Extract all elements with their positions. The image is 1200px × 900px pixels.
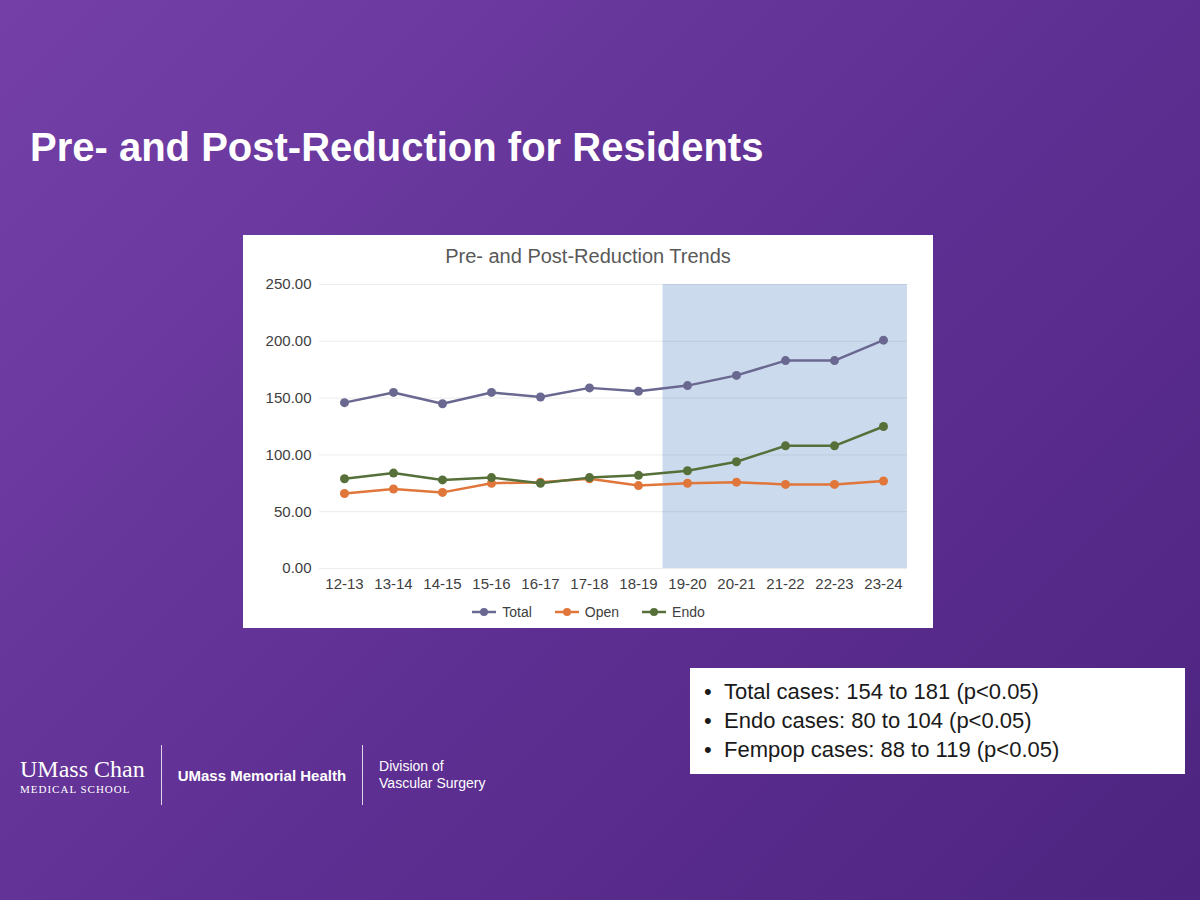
- html-text:Pre- and Post-Reduction Trends: Pre- and Post-Reduction Trends: [445, 245, 731, 267]
- svg-text:150.00: 150.00: [266, 389, 312, 406]
- html-text:Division of Vascular Surgery: Division of Vascular Surgery: [379, 757, 486, 791]
- svg-text:12-13: 12-13: [325, 575, 363, 592]
- svg-text:200.00: 200.00: [266, 332, 312, 349]
- svg-text:22-23: 22-23: [815, 575, 853, 592]
- svg-text:0.00: 0.00: [282, 559, 311, 576]
- html-text:UMass Memorial Health: UMass Memorial Health: [177, 766, 347, 784]
- html-text:Endo cases: 80 to 104 (p<0.05): Endo cases: 80 to 104 (p<0.05): [724, 708, 1032, 733]
- svg-text:21-22: 21-22: [766, 575, 804, 592]
- svg-text:19-20: 19-20: [668, 575, 706, 592]
- svg-text:13-14: 13-14: [374, 575, 412, 592]
- html-text:UMass Chan: UMass Chan: [20, 755, 145, 782]
- svg-text:23-24: 23-24: [864, 575, 902, 592]
- html-text:Endo: Endo: [672, 604, 705, 620]
- svg-text:17-18: 17-18: [570, 575, 608, 592]
- html-text:Fempop cases: 88 to 119 (p<0.0: Fempop cases: 88 to 119 (p<0.05): [724, 737, 1060, 762]
- html-text:Total: Total: [502, 604, 532, 620]
- svg-text:15-16: 15-16: [472, 575, 510, 592]
- html-text:Total cases: 154 to 181 (p<0.0: Total cases: 154 to 181 (p<0.05): [724, 679, 1039, 704]
- html-text:Pre- and Post-Reduction for Re: Pre- and Post-Reduction for Residents: [30, 125, 764, 169]
- svg-text:18-19: 18-19: [619, 575, 657, 592]
- svg-text:16-17: 16-17: [521, 575, 559, 592]
- svg-text:100.00: 100.00: [266, 446, 312, 463]
- svg-text:20-21: 20-21: [717, 575, 755, 592]
- svg-text:50.00: 50.00: [274, 503, 312, 520]
- svg-text:250.00: 250.00: [266, 275, 312, 292]
- html-text:MEDICAL SCHOOL: MEDICAL SCHOOL: [20, 782, 131, 795]
- html-text:Open: Open: [584, 604, 620, 620]
- svg-text:14-15: 14-15: [423, 575, 461, 592]
